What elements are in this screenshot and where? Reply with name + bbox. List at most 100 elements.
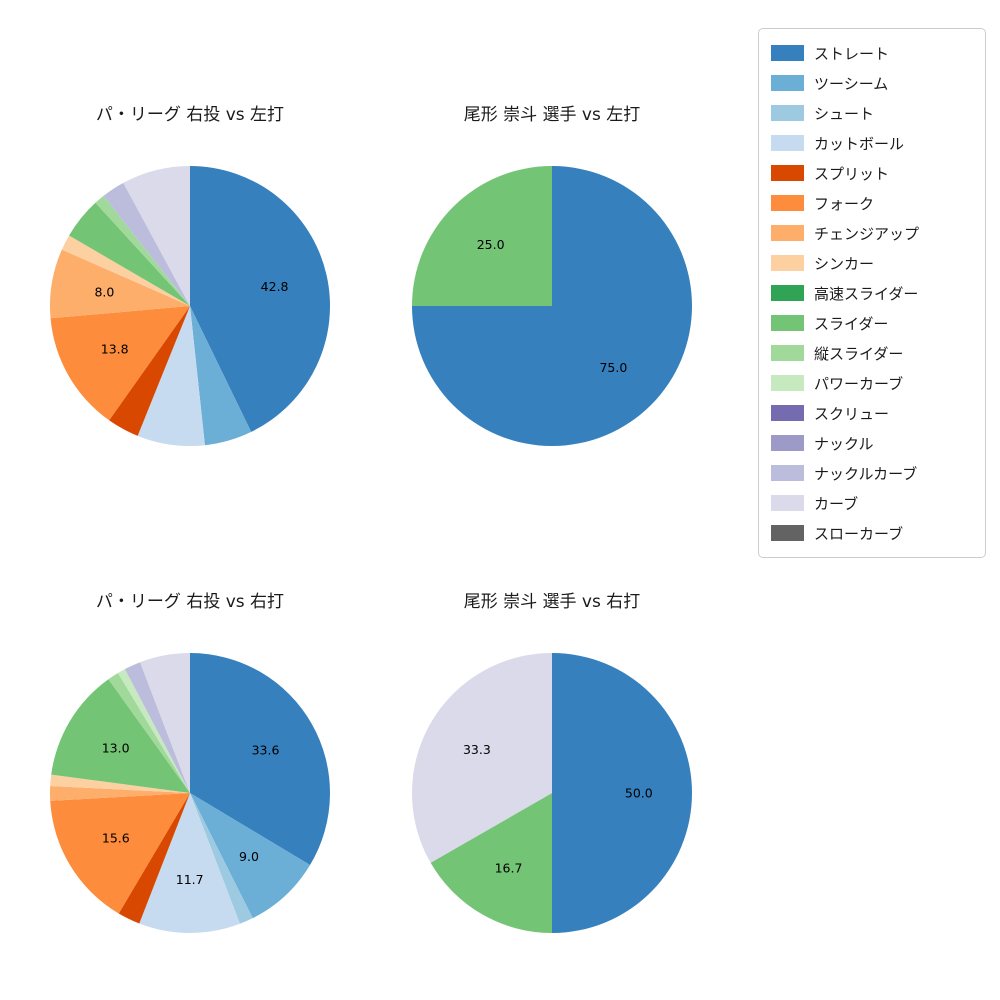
legend-swatch-パワーカーブ	[771, 375, 804, 391]
legend-swatch-チェンジアップ	[771, 225, 804, 241]
pie-slice-シンカー	[50, 774, 190, 793]
legend-item: パワーカーブ	[771, 368, 973, 398]
pie-slice-ナックルカーブ	[103, 182, 190, 306]
pie-slice-スプリット	[109, 306, 190, 436]
pie-slice-フォーク	[50, 793, 190, 914]
pie-slice-ツーシーム	[190, 793, 311, 919]
legend-label: スプリット	[814, 164, 890, 183]
legend-item: ツーシーム	[771, 68, 973, 98]
legend-swatch-スクリュー	[771, 405, 804, 421]
legend-item: ナックル	[771, 428, 973, 458]
legend-swatch-ツーシーム	[771, 75, 804, 91]
pie-slice-パワーカーブ	[117, 669, 190, 793]
legend-label: 縦スライダー	[814, 344, 904, 363]
pie-value-label: 33.6	[252, 743, 280, 758]
pie-slice-スライダー	[51, 679, 190, 793]
pie-value-label: 11.7	[176, 872, 204, 887]
pie-value-label: 13.8	[101, 342, 129, 357]
legend-label: パワーカーブ	[814, 374, 904, 393]
legend-item: 縦スライダー	[771, 338, 973, 368]
legend-label: カットボール	[814, 134, 905, 153]
pie-slice-シンカー	[61, 235, 190, 306]
legend-swatch-シュート	[771, 105, 804, 121]
pie-slice-カーブ	[411, 653, 552, 863]
pie-slice-スプリット	[118, 793, 190, 924]
pie-slice-フォーク	[50, 306, 190, 421]
legend-label: チェンジアップ	[814, 224, 920, 243]
chart-title-player-vs-left: 尾形 崇斗 選手 vs 左打	[463, 105, 641, 125]
pie-value-label: 16.7	[495, 860, 523, 875]
pie-slice-スライダー	[430, 793, 552, 933]
pie-value-label: 13.0	[102, 741, 130, 756]
legend-swatch-ストレート	[771, 45, 804, 61]
legend-label: スクリュー	[814, 404, 890, 423]
pie-league-vs-right: 33.6 9.0 11.7 15.6 13.0	[50, 653, 330, 934]
legend: ストレートツーシームシュートカットボール スプリットフォークチェンジアップ シンカー…	[758, 28, 986, 558]
chart-title-league-vs-right: パ・リーグ 右投 vs 右打	[95, 592, 285, 612]
pie-slice-スライダー	[412, 166, 552, 306]
legend-swatch-カットボール	[771, 135, 804, 151]
legend-item: スクリュー	[771, 398, 973, 428]
pie-value-label: 9.0	[239, 849, 259, 864]
pie-player-vs-right: 50.0 16.7 33.3	[411, 653, 692, 933]
pie-slice-シュート	[190, 793, 253, 924]
legend-item: ストレート	[771, 38, 973, 68]
legend-label: ストレート	[814, 44, 890, 63]
legend-item: スプリット	[771, 158, 973, 188]
pie-slice-縦スライダー	[108, 672, 190, 793]
legend-item: ナックルカーブ	[771, 458, 973, 488]
pie-value-label: 42.8	[261, 279, 289, 294]
pie-slice-カットボール	[139, 793, 240, 934]
legend-label: ナックルカーブ	[814, 464, 918, 483]
legend-swatch-スライダー	[771, 315, 804, 331]
legend-swatch-高速スライダー	[771, 285, 804, 301]
legend-label: ナックル	[814, 434, 874, 453]
legend-label: カーブ	[814, 494, 859, 513]
pie-slice-チェンジアップ	[50, 785, 190, 801]
legend-swatch-シンカー	[771, 255, 804, 271]
chart-title-player-vs-right: 尾形 崇斗 選手 vs 右打	[463, 592, 641, 612]
pie-player-vs-left: 75.0 25.0	[412, 166, 692, 446]
legend-item: シュート	[771, 98, 973, 128]
legend-item: スライダー	[771, 308, 973, 338]
legend-swatch-スローカーブ	[771, 525, 804, 541]
legend-label: シンカー	[814, 254, 875, 273]
legend-item: カーブ	[771, 488, 973, 518]
legend-swatch-スプリット	[771, 165, 804, 181]
pie-chart-league-vs-right: パ・リーグ 右投 vs 右打 33.6 9.0 11.7 15.6 13.0	[10, 590, 370, 958]
pie-value-label: 25.0	[477, 237, 505, 252]
pie-value-label: 75.0	[599, 360, 627, 375]
legend-item: フォーク	[771, 188, 973, 218]
legend-label: シュート	[814, 104, 875, 123]
legend-item: チェンジアップ	[771, 218, 973, 248]
legend-item: シンカー	[771, 248, 973, 278]
pie-slice-ナックルカーブ	[124, 662, 190, 793]
pie-chart-player-vs-left: 尾形 崇斗 選手 vs 左打 75.0 25.0	[372, 103, 732, 471]
legend-item: スローカーブ	[771, 518, 973, 548]
pie-chart-player-vs-right: 尾形 崇斗 選手 vs 右打 50.0 16.7 33.3	[372, 590, 732, 958]
pie-value-label: 33.3	[463, 742, 491, 757]
pie-value-label: 8.0	[94, 284, 114, 299]
legend-item: カットボール	[771, 128, 973, 158]
pie-slice-ストレート	[190, 166, 331, 432]
legend-label: フォーク	[814, 194, 875, 213]
legend-label: スライダー	[814, 314, 889, 333]
legend-label: スローカーブ	[814, 524, 904, 543]
legend-label: ツーシーム	[814, 74, 889, 93]
pie-slice-カーブ	[140, 653, 190, 793]
pie-slice-スライダー	[69, 202, 190, 306]
pie-value-label: 15.6	[102, 830, 130, 845]
legend-swatch-カーブ	[771, 495, 804, 511]
pie-chart-league-vs-left: パ・リーグ 右投 vs 左打 42.8 13.8 8.0	[10, 103, 370, 471]
legend-swatch-ナックル	[771, 435, 804, 451]
pie-league-vs-left: 42.8 13.8 8.0	[49, 166, 331, 446]
pie-slice-カーブ	[123, 166, 190, 306]
pie-slice-縦スライダー	[95, 195, 190, 306]
pie-slice-ツーシーム	[190, 306, 252, 446]
legend-label: 高速スライダー	[814, 284, 919, 303]
legend-swatch-縦スライダー	[771, 345, 804, 361]
pie-slice-カットボール	[137, 306, 205, 446]
chart-title-league-vs-left: パ・リーグ 右投 vs 左打	[95, 105, 285, 125]
pie-value-label: 50.0	[625, 785, 653, 800]
